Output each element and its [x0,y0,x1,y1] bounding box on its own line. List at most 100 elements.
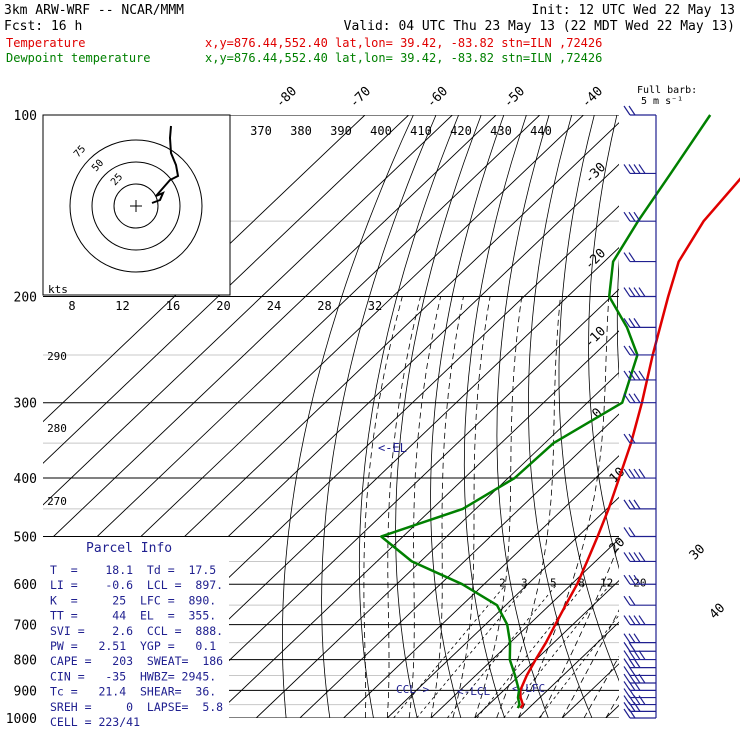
moist-adiabat [583,655,619,718]
parcel-info-row: SVI = 2.6 CCL = 888. [50,624,223,638]
isotherm [43,115,453,506]
wind-barb-flag [633,393,641,404]
wind-barb-flag [628,527,636,537]
ccl-marker: CCL-> [396,683,429,696]
moist-adiabat [496,296,561,718]
dry-adiabat [645,115,740,731]
theta-e-label-420: 420 [450,124,472,138]
theta-e-label-440: 440 [530,124,552,138]
wind-barb-flag [628,345,636,356]
parcel-info-row: TT = 44 EL = 355. [50,609,216,623]
wind-barb-flag [628,370,636,381]
wind-barb [623,393,656,404]
dewpoint-legend-label: Dewpoint temperature [6,51,151,65]
hodograph-speed-tick-8: 8 [68,299,75,313]
parcel-info-row: CAPE = 203 SWEAT= 186 [50,654,223,668]
moist-adiabat [605,695,619,718]
wind-barb-flag [628,211,636,222]
dry-adiabat [724,115,740,731]
parcel-info-row: SREH = 0 LAPSE= 5.8 [50,700,223,714]
isotherm [650,115,740,718]
dry-adiabat [558,115,619,682]
wind-barb-flag [623,105,631,116]
moist-adiabat [430,296,464,718]
theta-e-label-390: 390 [330,124,352,138]
wind-barb-flag [623,641,631,652]
parcel-info-row: CIN = -35 HWBZ= 2945. [50,669,216,683]
moist-adiabat [386,296,421,718]
wind-barb [623,345,656,356]
hodograph-speed-tick-16: 16 [166,299,180,313]
wind-barb-flag [623,702,631,712]
wind-barb-flag [628,433,636,444]
wind-barb-flag [638,370,646,381]
wind-barb-flag [628,318,636,328]
hodograph-trace [151,125,180,204]
isotherm [124,246,619,718]
moist-adiabat [539,543,619,718]
pressure-label-800: 800 [14,654,37,669]
dry-adiabat [616,258,619,380]
isotherm [474,579,619,718]
wind-barb [623,574,656,585]
pressure-label-400: 400 [14,472,37,487]
wind-barb-flag [633,615,641,625]
theta-e-label-400: 400 [370,124,392,138]
dry-adiabat [496,115,550,718]
isotherm-label--60: -60 [424,84,451,111]
mixing-ratio-label-2: 2 [499,577,506,590]
pressure-label-300: 300 [14,397,37,412]
wind-barb [623,211,656,222]
wind-barb-flag [633,499,641,510]
wind-barb-flag [628,615,636,625]
wind-barb-flag [633,468,641,479]
wind-barb [623,318,656,328]
dry-adiabat [430,115,505,718]
theta-e-label-430: 430 [490,124,512,138]
wind-barb-flag [623,688,631,698]
temperature-legend-label: Temperature [6,36,85,50]
isotherm [299,413,619,718]
chart-header: 3km ARW-WRF -- NCAR/MMM Init: 12 UTC Wed… [4,3,735,107]
isotherm [168,288,619,718]
moist-adiabat [561,609,619,718]
wind-barb-flag [623,527,631,537]
dry-adiabat [699,115,740,731]
mixing-ratio-label-3: 3 [521,577,528,590]
wind-barb-flag [623,318,631,328]
wind-barb-flag [623,552,631,562]
wind-barb-flag [628,287,636,297]
parcel-info-row: Tc = 21.4 SHEAR= 36. [50,685,216,699]
wind-barb-flag [628,574,636,585]
parcel-info-background [43,537,229,718]
wind-barb-flag [628,252,636,262]
wind-barb-flag [628,595,636,606]
pressure-label-1000: 1000 [6,712,37,727]
isotherm [343,455,619,718]
wind-barb-flag [623,666,631,676]
wind-barb-flag [628,641,636,652]
wind-barb [623,105,656,116]
moist-adiabat [363,296,403,718]
dry-adiabat [321,115,437,718]
dry-adiabat [528,115,593,718]
wind-barb [623,499,656,510]
isotherm [430,538,619,718]
parcel-info-row: T = 18.1 Td = 17.5 [50,563,216,577]
wind-barb-flag [638,468,646,479]
theta-e-label-380: 380 [290,124,312,138]
wind-barb-flag [633,164,641,174]
wind-barb [623,370,656,381]
hodograph-speed-tick-24: 24 [267,299,281,313]
wind-barb-flag [623,468,631,479]
mixing-ratio-line [393,583,507,718]
theta-label-270: 270 [47,495,67,508]
wind-barb-flag [623,433,631,444]
wind-barb [623,468,656,479]
wind-barb [623,641,656,652]
wind-barb-flag [623,574,631,585]
isotherm [386,496,619,718]
wind-barb [623,287,656,298]
wind-barb-flag [623,164,631,174]
mixing-ratio-line [503,583,611,718]
